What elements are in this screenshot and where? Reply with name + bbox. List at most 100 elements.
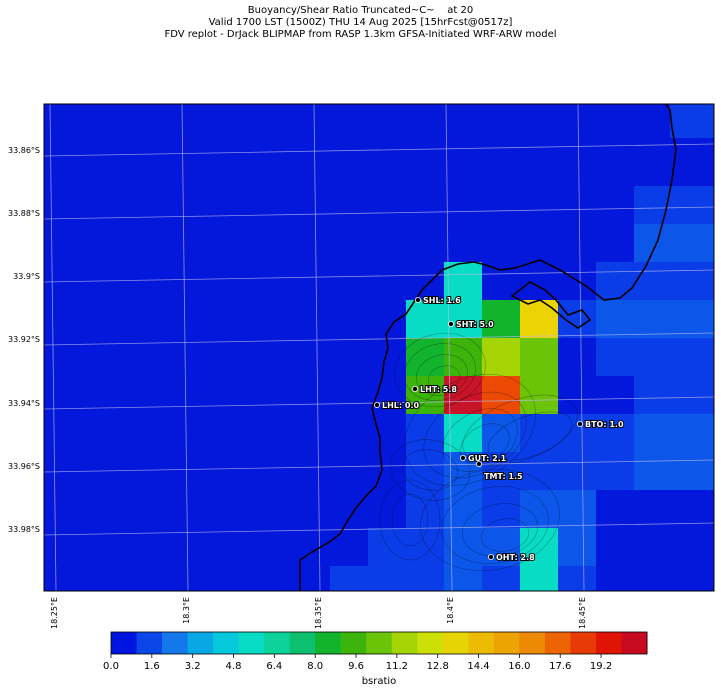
longitude-gridline — [577, 104, 585, 591]
colorbar-tick-label: 19.2 — [590, 661, 612, 672]
field-cell — [444, 300, 482, 338]
coastline — [299, 104, 677, 591]
field-cell — [368, 566, 444, 591]
field-cell — [406, 376, 444, 414]
field-cell — [482, 338, 520, 376]
latitude-gridline — [44, 459, 714, 473]
field-cell — [520, 566, 558, 591]
station-marker[interactable]: OHT: 2.8 — [487, 552, 536, 563]
field-cell — [634, 224, 714, 262]
coastline-east — [485, 104, 677, 301]
station-marker[interactable]: SHL: 1.6 — [414, 295, 462, 306]
contour-line — [480, 518, 530, 552]
latitude-gridline — [44, 522, 714, 536]
contour-line — [427, 365, 461, 391]
colorbar-swatch — [187, 632, 214, 654]
station-dot — [459, 454, 466, 461]
field-cell — [634, 376, 714, 414]
field-cell — [444, 528, 482, 566]
station-marker[interactable]: LHL: 0.0 — [373, 400, 420, 411]
station-marker[interactable]: TMT: 1.5 — [475, 460, 524, 482]
colorbar-tick-label: 11.2 — [386, 661, 408, 672]
field-cell — [444, 376, 482, 414]
contour-line — [441, 486, 549, 564]
latitude-label: 33.96°S — [8, 462, 40, 471]
colorbar-swatch — [289, 632, 316, 654]
colorbar-swatches — [111, 632, 648, 654]
latitude-gridline — [44, 396, 714, 410]
station-marker[interactable]: GUT: 2.1 — [459, 453, 508, 464]
field-cell — [330, 566, 368, 591]
station-marker[interactable]: LHT: 5.8 — [411, 384, 458, 395]
field-cell — [482, 528, 520, 566]
title-line-2: Valid 1700 LST (1500Z) THU 14 Aug 2025 [… — [208, 17, 513, 28]
colorbar-tick-label: 17.6 — [549, 661, 571, 672]
longitude-label: 18.45°E — [578, 597, 587, 629]
latitude-label: 33.86°S — [8, 146, 40, 155]
colorbar-tick-label: 9.6 — [348, 661, 364, 672]
longitude-label: 18.35°E — [314, 597, 323, 629]
station-label: LHL: 0.0 — [382, 401, 419, 410]
latitude-label: 33.98°S — [8, 525, 40, 534]
colorbar-swatch — [442, 632, 469, 654]
field-cell — [444, 262, 482, 300]
contour-line — [401, 449, 459, 491]
field-cell — [406, 414, 444, 490]
field-cell — [558, 414, 596, 490]
colorbar-tick-label: 6.4 — [266, 661, 282, 672]
contour-line — [379, 479, 441, 561]
field-cell — [482, 452, 520, 490]
map-frame — [43, 103, 715, 592]
graticule — [44, 104, 714, 591]
station-dot — [475, 460, 482, 467]
longitude-gridline — [49, 104, 57, 591]
colorbar-tick-label: 16.0 — [508, 661, 530, 672]
colorbar-tick-label: 3.2 — [185, 661, 201, 672]
station-marker[interactable]: SHT: 5.0 — [447, 319, 495, 330]
station-dot — [373, 401, 380, 408]
latitude-gridline — [44, 206, 714, 220]
contour-line — [462, 503, 538, 557]
latitude-label: 33.94°S — [8, 399, 40, 408]
field-cell — [634, 414, 714, 490]
harbour-outline — [510, 281, 592, 329]
field-cell — [596, 300, 714, 338]
field-cell — [596, 452, 634, 490]
contour-line — [462, 394, 578, 466]
colorbar-swatch — [493, 632, 520, 654]
field-cell — [482, 490, 520, 528]
field-cell — [520, 414, 558, 452]
contour-line — [391, 493, 429, 547]
colorbar-swatch — [213, 632, 240, 654]
title-block: Buoyancy/Shear Ratio Truncated~C~ at 20 … — [0, 5, 721, 41]
terrain-contours — [379, 332, 578, 572]
station-label: SHL: 1.6 — [423, 296, 461, 305]
colorbar-tick-label: 0.0 — [103, 661, 119, 672]
longitude-gridline — [313, 104, 321, 591]
latitude-gridline — [44, 269, 714, 283]
colorbar-swatch — [111, 632, 138, 654]
colorbar-swatch — [544, 632, 571, 654]
station-dot — [487, 554, 494, 561]
station-marker[interactable]: BTO: 1.0 — [577, 419, 625, 430]
longitude-label: 18.3°E — [182, 597, 191, 624]
longitude-labels: 18.25°E 18.3°E 18.35°E 18.4°E 18.45°E — [50, 597, 587, 629]
longitude-gridline — [445, 104, 453, 591]
title-line-3: FDV replot - DrJack BLIPMAP from RASP 1.… — [164, 29, 557, 40]
field-cell — [520, 528, 558, 566]
contour-line — [420, 468, 560, 572]
station-label: LHT: 5.8 — [420, 385, 457, 394]
colorbar-tick-label: 14.4 — [467, 661, 489, 672]
colorbar-swatch — [162, 632, 189, 654]
field-cell — [444, 338, 482, 376]
station-dot — [414, 296, 421, 303]
colorbar-swatch — [136, 632, 163, 654]
colorbar-label: bsratio — [362, 676, 397, 687]
coastline-west — [299, 261, 487, 591]
field-cell — [520, 452, 558, 490]
contour-line — [389, 439, 471, 501]
station-label: GUT: 2.1 — [468, 454, 507, 463]
field-cell — [558, 528, 596, 566]
colorbar-frame — [110, 631, 648, 655]
